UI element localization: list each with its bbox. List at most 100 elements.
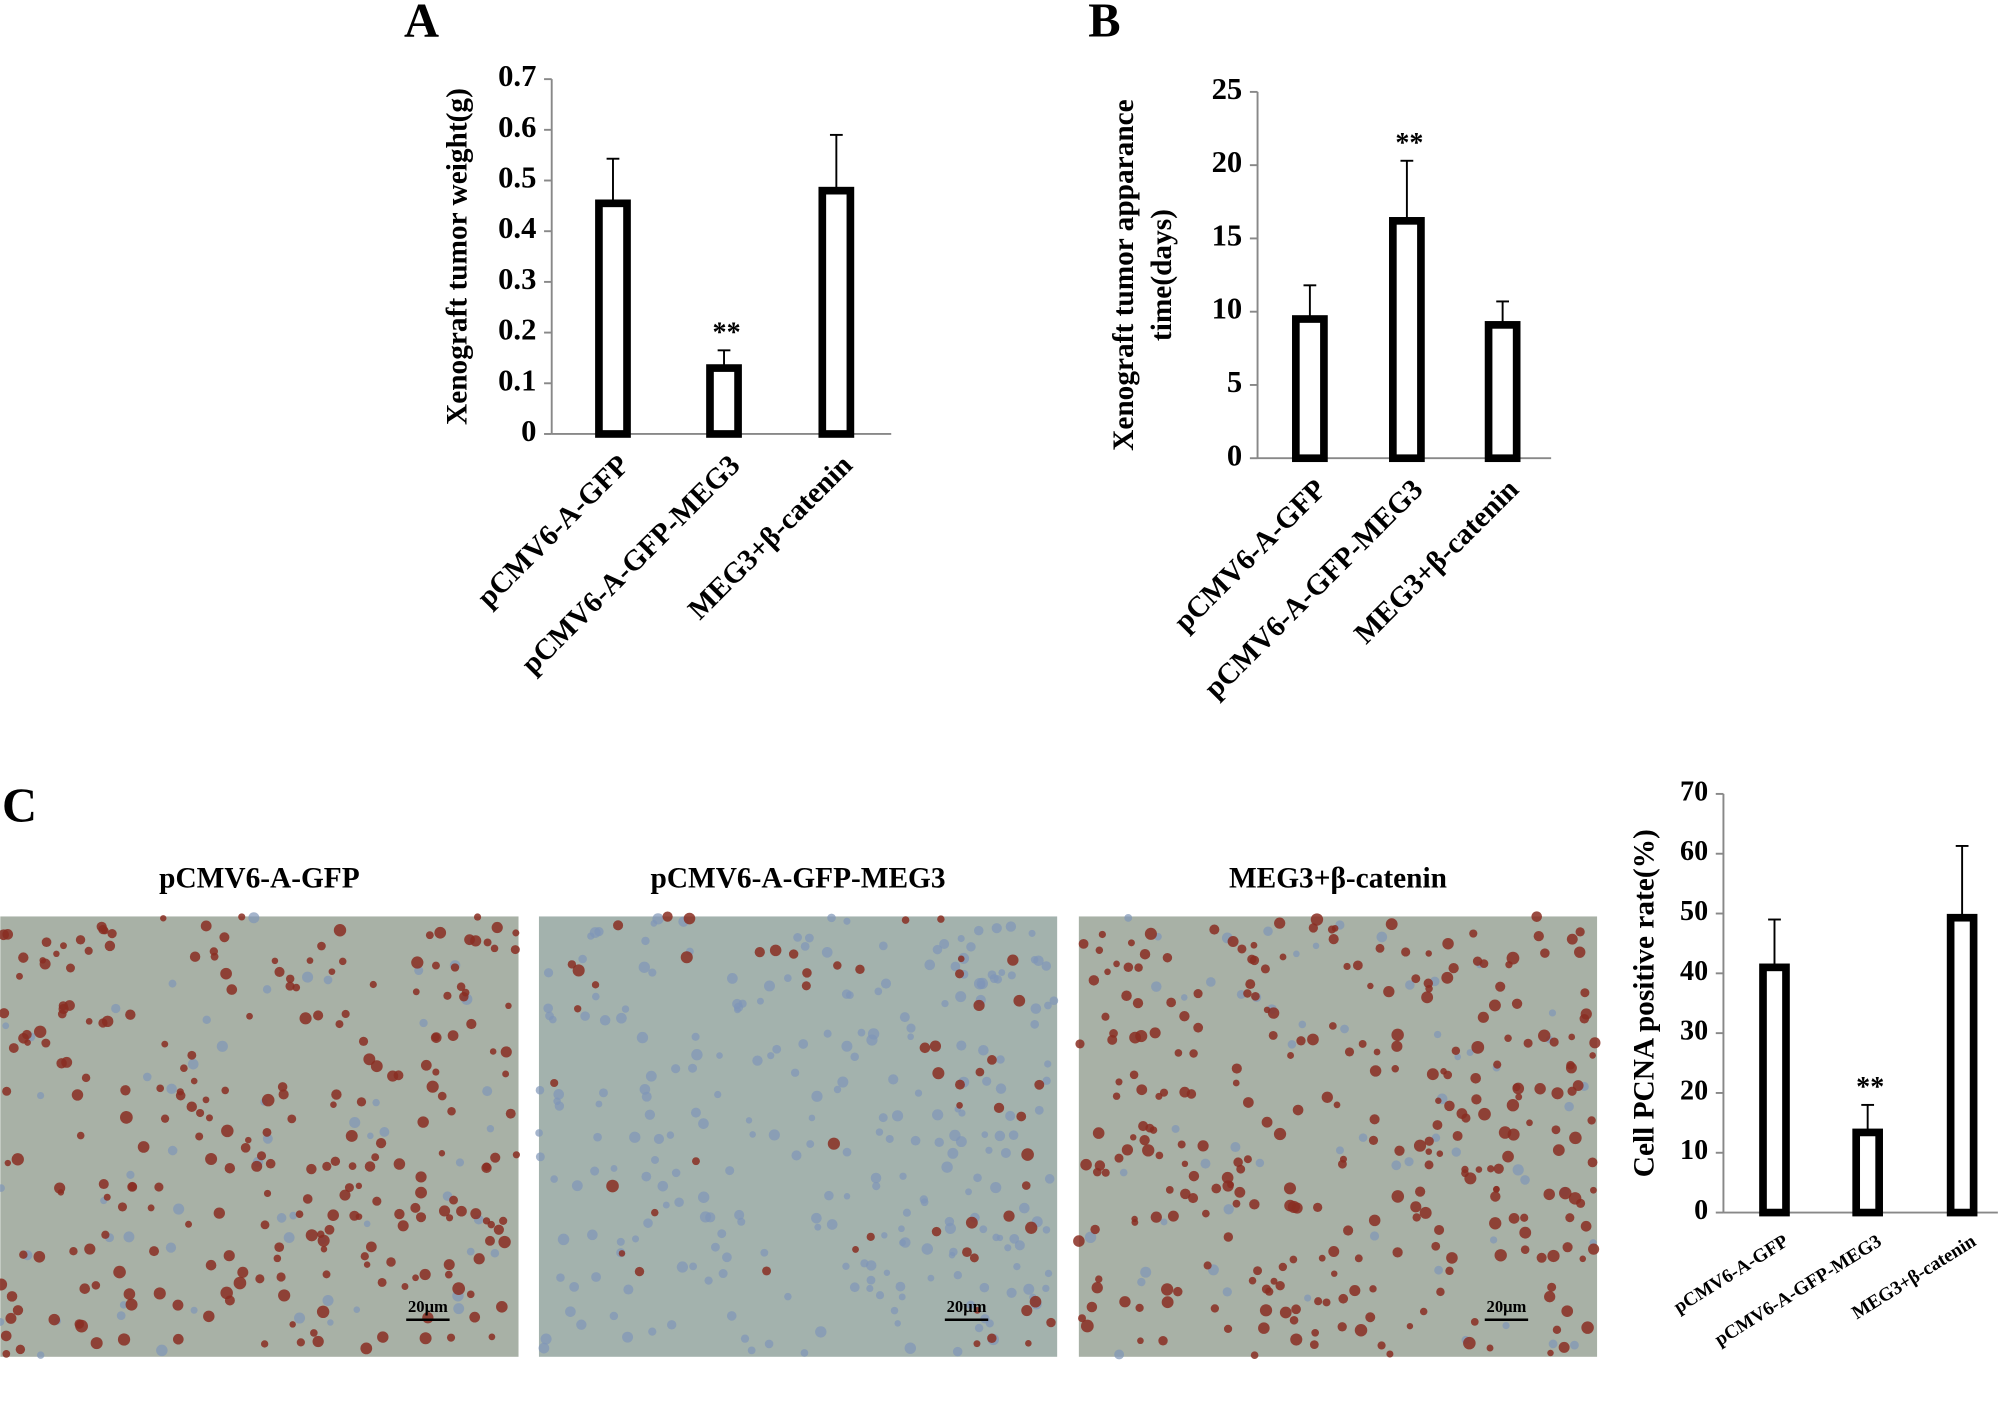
cell: [1046, 1317, 1056, 1328]
cell: [1189, 1049, 1198, 1058]
cell: [1425, 985, 1433, 993]
micrograph: [535, 911, 1059, 1357]
cell: [1008, 1130, 1019, 1140]
cell: [1258, 1322, 1270, 1334]
cell: [401, 1283, 409, 1290]
cell: [783, 974, 792, 982]
cell: [902, 1208, 911, 1217]
cell: [1263, 1006, 1271, 1014]
cell: [948, 1251, 956, 1259]
cell: [762, 1266, 772, 1276]
cell: [274, 966, 285, 977]
cell: [843, 1193, 851, 1200]
cell: [1349, 1285, 1361, 1297]
cell: [1151, 981, 1162, 992]
cell: [1114, 1153, 1124, 1163]
cell: [1495, 981, 1506, 992]
cell: [932, 1109, 944, 1121]
cell: [1431, 1241, 1441, 1251]
bar: [1292, 315, 1328, 463]
cell: [791, 1150, 802, 1161]
cell: [296, 1338, 305, 1347]
cell: [1337, 1159, 1347, 1169]
cell: [1121, 990, 1132, 1001]
cell: [473, 1253, 485, 1265]
cell: [276, 1213, 287, 1223]
cell: [1137, 1337, 1144, 1345]
cell: [168, 979, 177, 988]
cell: [2, 1086, 12, 1096]
cell: [1506, 1099, 1520, 1112]
cell: [295, 1210, 304, 1219]
cell: [1551, 1125, 1561, 1135]
cell: [2, 1022, 10, 1030]
cell: [18, 952, 29, 963]
cell: [1162, 953, 1173, 963]
cell: [1088, 975, 1100, 986]
cell: [651, 1208, 659, 1217]
cell: [306, 957, 314, 964]
cell: [349, 1210, 360, 1221]
cell: [483, 938, 492, 947]
cell: [1095, 946, 1104, 955]
cell: [1337, 1322, 1347, 1332]
cell: [1369, 1114, 1380, 1125]
cell: [202, 1015, 211, 1025]
cell: [875, 1128, 884, 1136]
cell: [1155, 1151, 1164, 1160]
cell: [81, 1073, 91, 1083]
cell: [1442, 937, 1454, 950]
cell: [248, 912, 260, 924]
cell: [446, 1333, 456, 1342]
cell: [1273, 1127, 1287, 1141]
cell: [1132, 997, 1144, 1009]
cell: [415, 1212, 427, 1223]
cell: [126, 1170, 135, 1179]
cell: [1232, 1199, 1241, 1208]
cell: [1283, 1182, 1297, 1195]
cell: [671, 1168, 681, 1178]
cell: [412, 1274, 419, 1282]
cell: [375, 1137, 387, 1149]
cell: [1121, 1144, 1134, 1156]
cell: [85, 1017, 93, 1025]
cell: [802, 968, 812, 978]
cell: [219, 932, 230, 943]
cell: [90, 1337, 103, 1350]
cell: [808, 1114, 816, 1122]
cell: [855, 964, 865, 975]
cell: [1391, 1065, 1400, 1073]
cell: [1404, 1157, 1414, 1167]
cell: [160, 915, 167, 922]
cell: [1234, 1186, 1246, 1198]
cell: [1021, 1181, 1031, 1190]
y-tick-label: 0.5: [498, 161, 536, 195]
cell: [393, 1070, 404, 1081]
cell: [1227, 936, 1239, 948]
cell: [1561, 1305, 1574, 1317]
cell: [48, 1313, 61, 1326]
cell: [490, 1152, 501, 1163]
cell: [571, 1180, 583, 1192]
cell: [1391, 1190, 1405, 1203]
cell: [71, 1089, 84, 1101]
cell: [867, 1028, 880, 1040]
cell: [1308, 923, 1319, 933]
cell: [932, 1067, 945, 1080]
cell: [22, 1029, 32, 1040]
cell: [756, 997, 764, 1005]
cell: [1587, 1157, 1598, 1168]
cell: [1119, 1296, 1131, 1308]
cell: [1250, 1351, 1259, 1360]
cell: [538, 1342, 550, 1354]
cell: [365, 1241, 377, 1253]
cell: [310, 1329, 318, 1337]
cell: [1373, 1048, 1381, 1056]
cell: [811, 1212, 822, 1224]
cell: [641, 1171, 652, 1182]
cell: [205, 1259, 217, 1271]
y-tick-label: 50: [1680, 896, 1708, 927]
cell: [1580, 1220, 1592, 1232]
cell: [1293, 950, 1300, 958]
